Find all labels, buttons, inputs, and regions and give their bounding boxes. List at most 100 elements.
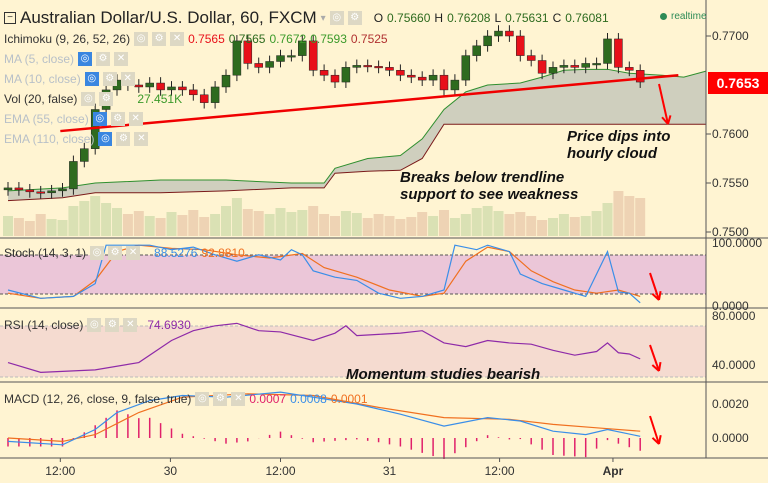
eye-icon[interactable]: ◎ [87, 318, 102, 332]
arrow-rsi [649, 344, 660, 372]
candle-body [319, 70, 329, 76]
close-icon[interactable]: ✕ [170, 32, 185, 46]
macd-tick-label: 0.0000 [712, 431, 749, 445]
rsi-value: 74.6930 [147, 318, 191, 332]
eye-icon[interactable]: ◎ [92, 112, 107, 126]
macd-line [7, 391, 641, 446]
close-icon[interactable]: ✕ [114, 52, 129, 66]
close-icon[interactable]: ✕ [126, 246, 141, 260]
volume-bar [155, 218, 166, 236]
gear-icon[interactable]: ⚙ [213, 392, 228, 406]
eye-icon[interactable]: ◎ [195, 392, 210, 406]
high-value: 0.76208 [447, 11, 491, 25]
rsi-line [7, 322, 641, 373]
volume-bar [439, 210, 449, 236]
volume-bar [199, 217, 210, 236]
gear-icon[interactable]: ⚙ [347, 11, 362, 25]
volume-bar [340, 211, 351, 236]
ichimoku-value: 0.7565 [188, 32, 225, 46]
eye-icon[interactable]: ◎ [78, 52, 93, 66]
cloud-span-b [7, 123, 706, 202]
eye-icon[interactable]: ◎ [84, 72, 99, 86]
arrow-price [658, 83, 669, 125]
volume-bar [79, 201, 90, 236]
volume-bar [580, 216, 591, 236]
volume-bar [122, 214, 133, 236]
macd-value: 0.0008 [290, 392, 327, 406]
candle-body [199, 94, 209, 103]
eye-icon[interactable]: ◎ [134, 32, 149, 46]
ichimoku-cloud [8, 69, 706, 201]
volume-bar [319, 214, 330, 236]
volume-bar [613, 191, 624, 236]
ema110-legend[interactable]: EMA (110, close) ◎ ⚙ ✕ [4, 132, 149, 146]
volume-bar [515, 212, 526, 236]
close-icon[interactable]: ✕ [120, 72, 135, 86]
candle-body [14, 187, 24, 191]
eye-icon[interactable]: ◎ [81, 92, 96, 106]
close-icon[interactable]: ✕ [128, 112, 143, 126]
stoch-tick-label: 100.0000 [712, 236, 762, 250]
volume-bar [133, 211, 144, 236]
close-icon[interactable]: ✕ [134, 132, 149, 146]
high-label: H [434, 11, 444, 25]
close-icon[interactable]: ✕ [123, 318, 138, 332]
volume-bar [308, 206, 319, 236]
candle-body [417, 76, 427, 81]
time-tick-label: 12:00 [45, 464, 75, 478]
annotation-trendline: Breaks below trendline support to see we… [400, 169, 579, 203]
arrow-price-head [661, 116, 669, 125]
gear-icon[interactable]: ⚙ [110, 112, 125, 126]
gear-icon[interactable]: ⚙ [99, 92, 114, 106]
eye-icon[interactable]: ◎ [98, 132, 113, 146]
gear-icon[interactable]: ⚙ [105, 318, 120, 332]
volume-bar [231, 198, 242, 236]
candle-body [439, 74, 449, 91]
volume-bar [471, 208, 482, 236]
stoch-legend[interactable]: Stoch (14, 3, 1) ◎ ⚙ ✕ 88.5276 92.8810 [4, 246, 245, 260]
eye-icon[interactable]: ◎ [329, 11, 344, 25]
volume-bar [635, 198, 646, 236]
volume-bar [395, 219, 406, 236]
rsi-band [0, 326, 706, 377]
cloud-span-a [7, 68, 706, 192]
annotation-momentum: Momentum studies bearish [346, 366, 541, 383]
volume-bar [13, 218, 24, 236]
candle-body [537, 60, 547, 74]
stoch-k-line [7, 244, 641, 304]
ema55-legend[interactable]: EMA (55, close) ◎ ⚙ ✕ [4, 112, 143, 126]
gear-icon[interactable]: ⚙ [108, 246, 123, 260]
candle-body [3, 187, 13, 191]
volume-bar [297, 210, 308, 236]
volume-bar [417, 212, 428, 236]
volume-bar [188, 210, 199, 236]
ma10-legend[interactable]: MA (10, close) ◎ ⚙ ✕ [4, 72, 135, 86]
vol-legend[interactable]: Vol (20, false) ◎ ⚙ 27.451K [4, 92, 182, 106]
close-icon[interactable]: ✕ [231, 392, 246, 406]
eye-icon[interactable]: ◎ [90, 246, 105, 260]
ichimoku-value: 0.7672 [269, 32, 307, 46]
last-price-tag: 0.7653 [708, 72, 768, 94]
candle-body [363, 65, 372, 68]
arrow-stoch-head [651, 293, 660, 301]
gear-icon[interactable]: ⚙ [116, 132, 131, 146]
candle-body [58, 188, 67, 192]
chevron-down-icon[interactable]: ▾ [320, 12, 326, 24]
gear-icon[interactable]: ⚙ [102, 72, 117, 86]
collapse-icon[interactable]: − [4, 12, 16, 24]
volume-bar [482, 206, 493, 236]
arrow-macd [649, 415, 660, 445]
gear-icon[interactable]: ⚙ [152, 32, 167, 46]
ichimoku-legend[interactable]: Ichimoku (9, 26, 52, 26) ◎ ⚙ ✕ 0.7565 0.75… [4, 32, 388, 46]
ma5-legend[interactable]: MA (5, close) ◎ ⚙ ✕ [4, 52, 129, 66]
rsi-legend[interactable]: RSI (14, close) ◎ ⚙ ✕ 74.6930 [4, 318, 191, 332]
candle-body [385, 67, 394, 71]
stoch-band [0, 255, 706, 294]
volume-bar [275, 208, 286, 236]
price-tick-label: 0.7700 [712, 29, 749, 43]
macd-legend[interactable]: MACD (12, 26, close, 9, false, true) ◎ ⚙ ✕ 0… [4, 392, 368, 406]
open-value: 0.75660 [387, 11, 431, 25]
gear-icon[interactable]: ⚙ [96, 52, 111, 66]
volume-bar [46, 219, 57, 236]
